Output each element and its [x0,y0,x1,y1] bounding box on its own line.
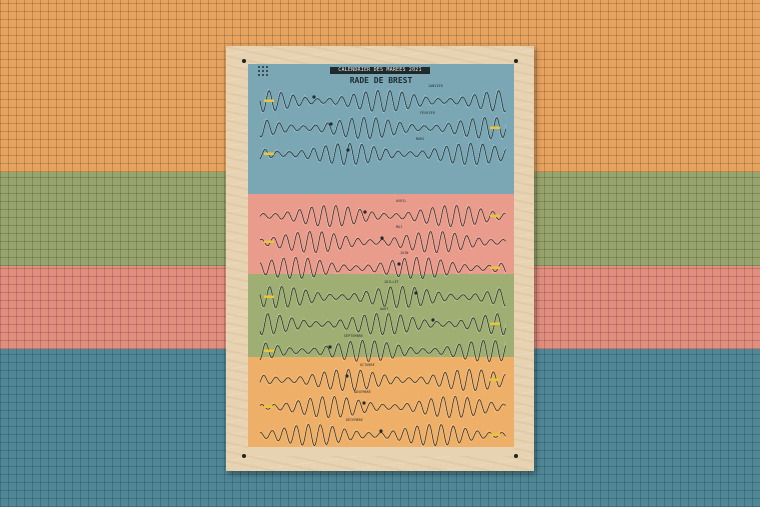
month-label: JUIN [400,251,409,255]
moon-phase-icon [346,148,350,152]
tide-curve [259,256,506,280]
tide-wave [259,255,506,281]
tide-curve [259,424,506,447]
wooden-frame: CALENDRIER DES MARÉES 2021 RADE DE BREST… [226,46,534,471]
logo-icon [256,66,268,78]
tide-calendar-poster: CALENDRIER DES MARÉES 2021 RADE DE BREST… [248,64,514,456]
tide-wave [259,284,506,310]
poster-title: CALENDRIER DES MARÉES 2021 [330,67,430,74]
highlight-mark [264,152,274,155]
tide-curve [259,285,506,308]
moon-phase-icon [363,210,367,214]
tide-curve [259,395,506,418]
moon-phase-icon [414,291,418,295]
tide-wave [259,88,506,114]
highlight-mark [490,214,500,217]
tide-wave [259,367,506,393]
tide-wave [259,311,506,337]
month-label: FÉVRIER [420,111,435,115]
section-summer [248,274,514,357]
tide-curve [259,204,506,228]
pin-icon [242,59,246,63]
highlight-mark [264,295,274,298]
tide-outline [259,422,506,448]
tide-curve [259,90,506,113]
highlight-mark [264,240,274,243]
month-label: OCTOBRE [360,363,375,367]
highlight-mark [490,378,500,381]
highlight-mark [264,99,274,102]
moon-phase-icon [362,401,366,405]
highlight-mark [490,433,500,436]
highlight-mark [490,322,500,325]
tide-wave [259,115,506,141]
tide-wave [259,229,506,255]
moon-phase-icon [312,95,316,99]
tide-wave [259,338,506,364]
month-label: MARS [416,137,425,141]
moon-phase-icon [328,345,332,349]
month-label: JUILLET [384,280,399,284]
tide-wave [259,141,506,167]
month-label: DÉCEMBRE [346,418,363,422]
tide-wave [259,203,506,229]
pin-icon [514,454,518,458]
moon-phase-icon [379,429,383,433]
month-label: NOVEMBRE [354,390,371,394]
moon-phase-icon [329,122,333,126]
highlight-mark [264,349,274,352]
tide-outline [259,311,506,337]
pin-icon [242,454,246,458]
tide-wave [259,422,506,448]
tide-wave [259,394,506,420]
moon-phase-icon [380,236,384,240]
highlight-mark [490,266,500,269]
tide-outline [259,203,506,229]
tide-outline [259,141,506,167]
moon-phase-icon [345,374,349,378]
tide-curve [259,142,506,165]
section-winter [248,64,514,194]
poster-footer [248,447,514,456]
tide-curve [259,230,506,254]
highlight-mark [264,405,274,408]
tide-curve [259,339,506,362]
tide-outline [259,338,506,364]
month-label: AOÛT [380,307,389,311]
highlight-mark [490,126,500,129]
tide-curve [259,116,506,140]
month-label: AVRIL [396,199,407,203]
poster-subtitle: RADE DE BREST [349,76,413,85]
month-label: MAI [396,225,403,229]
tide-curve [259,369,506,392]
tide-curve [259,313,506,336]
month-label: JANVIER [428,84,443,88]
wall-band-blue [0,349,760,507]
moon-phase-icon [431,318,435,322]
tide-outline [259,394,506,420]
tide-outline [259,367,506,393]
tide-outline [259,255,506,281]
pin-icon [514,59,518,63]
moon-phase-icon [397,262,401,266]
month-label: SEPTEMBRE [344,334,364,338]
